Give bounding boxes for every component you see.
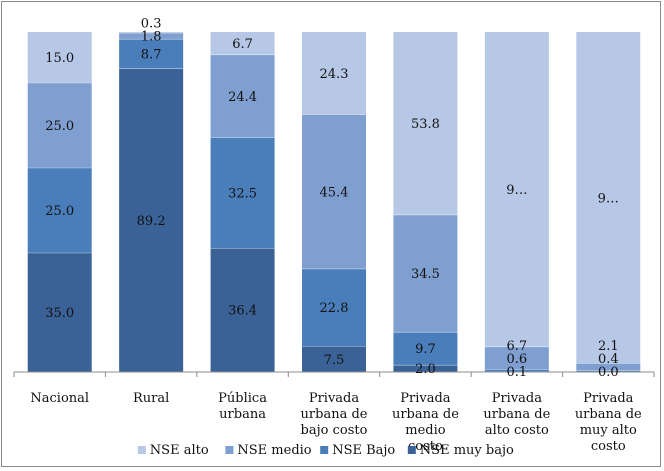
data-label: 24.3 <box>320 67 349 82</box>
category-label: Rural <box>133 391 169 406</box>
data-label: 0.3 <box>141 17 162 32</box>
data-label: 9… <box>598 191 619 206</box>
legend-swatch <box>408 446 416 454</box>
x-axis-ticks <box>14 372 654 377</box>
data-label: 36.4 <box>228 304 257 319</box>
legend-item-label: NSE Bajo <box>332 443 395 458</box>
data-label: 0.1 <box>507 365 528 380</box>
data-label: 7.5 <box>324 353 345 368</box>
data-label: 2.0 <box>415 362 436 377</box>
data-label: 6.7 <box>507 339 528 354</box>
data-label: 8.7 <box>141 47 162 62</box>
data-label: 24.4 <box>228 90 257 105</box>
data-label: 0.0 <box>598 365 619 380</box>
legend-swatch <box>225 446 233 454</box>
data-label: 89.2 <box>137 214 166 229</box>
category-label: Nacional <box>30 391 89 406</box>
data-label: 53.8 <box>411 117 440 132</box>
legend-swatch <box>138 446 146 454</box>
data-label: 35.0 <box>45 306 74 321</box>
stacked-bar-chart: 35.0 25.0 25.0 15.0 89.2 8.7 1.80.3 36.4 32.5 24.… <box>2 2 660 466</box>
data-label: 45.4 <box>320 185 349 200</box>
data-label: 34.5 <box>411 267 440 282</box>
legend-swatch <box>320 446 328 454</box>
data-label: 25.0 <box>45 204 74 219</box>
data-label: 6.7 <box>232 37 253 52</box>
data-label: 2.1 <box>598 339 619 354</box>
data-label: 15.0 <box>45 51 74 66</box>
data-label: 9… <box>506 183 527 198</box>
legend: NSE alto NSE medio NSE Bajo NSE muy bajo <box>138 443 514 458</box>
bars-layer <box>28 32 641 372</box>
data-label: 22.8 <box>320 301 349 316</box>
data-label: 1.8 <box>141 30 162 45</box>
data-label: 0.4 <box>598 352 619 367</box>
legend-item-label: NSE muy bajo <box>420 443 514 458</box>
data-label: 25.0 <box>45 119 74 134</box>
data-label: 9.7 <box>415 342 436 357</box>
data-label: 32.5 <box>228 186 257 201</box>
legend-item-label: NSE medio <box>237 443 311 458</box>
data-label: 0.6 <box>507 352 528 367</box>
legend-item-label: NSE alto <box>150 443 209 458</box>
